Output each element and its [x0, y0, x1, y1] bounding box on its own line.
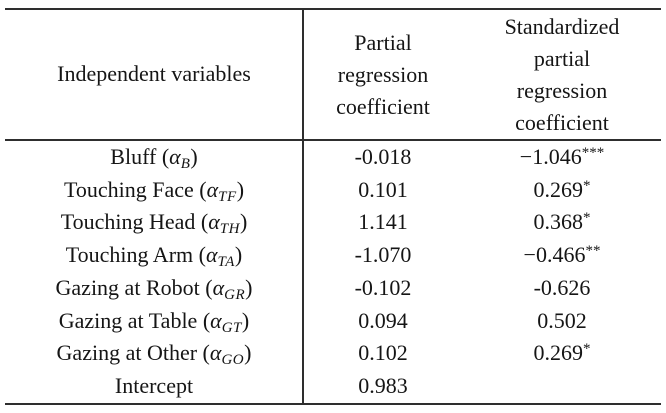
- partial-coefficient-value: -1.070: [354, 242, 412, 268]
- partial-coefficient-value: -0.102: [354, 274, 412, 300]
- partial-coefficient-value: 0.983: [358, 373, 408, 399]
- partial-coefficient-value: 0.094: [358, 307, 408, 333]
- standardized-coefficient-value: −1.046***: [463, 144, 661, 171]
- standardized-coefficient-value: 0.502: [463, 308, 661, 335]
- independent-variable-label: Touching Arm (αTA): [5, 242, 303, 271]
- label-text: ): [244, 340, 252, 366]
- table-header-row: Independent variables Partial regression…: [5, 10, 661, 141]
- standardized-coefficient-value: -0.626: [463, 275, 661, 302]
- table-row-gazing-robot: Gazing at Robot (αGR) -0.102 -0.626: [5, 272, 661, 305]
- header-standardized-partial-regression-coefficient: Standardized partial regression coeffici…: [463, 11, 661, 139]
- value-text: -0.626: [533, 274, 591, 300]
- column-divider-line: [302, 10, 304, 403]
- value-text: 0.368: [533, 209, 584, 235]
- header-partial-regression-coefficient: Partial regression coefficient: [303, 27, 463, 123]
- label-text: ): [239, 209, 248, 235]
- table-row-intercept: Intercept 0.983: [5, 370, 661, 403]
- label-text: ): [245, 274, 253, 300]
- value-text: 0.269: [533, 176, 584, 202]
- header-col1-text: Independent variables: [57, 61, 251, 87]
- header-col2-line: coefficient: [336, 93, 430, 119]
- partial-coefficient-value: -0.018: [354, 143, 412, 169]
- alpha-subscript: GO: [221, 352, 245, 369]
- alpha-symbol: α: [205, 242, 218, 268]
- table-row-gazing-table: Gazing at Table (αGT) 0.094 0.502: [5, 305, 661, 338]
- table-row-touching-head: Touching Head (αTH) 1.141 0.368*: [5, 207, 661, 240]
- label-text: ): [190, 143, 198, 169]
- standardized-coefficient-value: 0.368*: [463, 209, 661, 236]
- value-text: 0.502: [537, 307, 587, 333]
- value-text: −0.466: [523, 242, 586, 268]
- independent-variable-label: Gazing at Other (αGO): [5, 340, 303, 369]
- header-col3-line: coefficient: [515, 109, 609, 135]
- header-independent-variables: Independent variables: [5, 61, 303, 88]
- alpha-subscript: TA: [217, 254, 235, 271]
- table-row-gazing-other: Gazing at Other (αGO) 0.102 0.269*: [5, 338, 661, 371]
- label-text: Touching Head (: [60, 209, 209, 235]
- alpha-symbol: α: [208, 209, 220, 235]
- independent-variable-label: Touching Face (αTF): [5, 176, 303, 205]
- table-row-touching-face: Touching Face (αTF) 0.101 0.269*: [5, 174, 661, 207]
- regression-results-table: Independent variables Partial regression…: [5, 8, 661, 405]
- label-text: ): [236, 176, 245, 202]
- label-text: Touching Face (: [63, 176, 207, 202]
- independent-variable-label: Gazing at Robot (αGR): [5, 274, 303, 303]
- independent-variable-label: Intercept: [5, 373, 303, 400]
- significance-stars: *: [583, 210, 591, 227]
- independent-variable-label: Gazing at Table (αGT): [5, 307, 303, 336]
- alpha-symbol: α: [209, 340, 222, 366]
- table-body: Bluff (αB) -0.018 −1.046*** Touching Fac…: [5, 141, 661, 403]
- partial-coefficient-value: 1.141: [358, 209, 408, 235]
- alpha-symbol: α: [212, 274, 225, 300]
- standardized-coefficient-value: −0.466**: [463, 242, 661, 269]
- standardized-coefficient-value: 0.269*: [463, 177, 661, 204]
- header-col2-line: Partial: [354, 29, 412, 55]
- label-text: Touching Arm (: [65, 242, 206, 268]
- header-col3-line: regression: [516, 77, 608, 103]
- alpha-subscript: TH: [219, 221, 240, 238]
- significance-stars: **: [585, 243, 601, 260]
- table-row-touching-arm: Touching Arm (αTA) -1.070 −0.466**: [5, 239, 661, 272]
- alpha-symbol: α: [206, 176, 219, 202]
- label-text: Gazing at Robot (: [55, 274, 213, 300]
- alpha-subscript: GT: [221, 319, 242, 336]
- alpha-subscript: TF: [218, 188, 237, 205]
- alpha-symbol: α: [210, 307, 222, 333]
- label-text: Bluff (: [110, 143, 170, 169]
- value-text: 0.269: [533, 340, 584, 366]
- significance-stars: *: [583, 341, 591, 358]
- significance-stars: ***: [581, 144, 605, 161]
- label-text: Gazing at Table (: [58, 307, 211, 333]
- header-col3-line: Standardized: [504, 13, 620, 39]
- label-text: Intercept: [114, 373, 194, 399]
- independent-variable-label: Touching Head (αTH): [5, 209, 303, 238]
- label-text: ): [234, 242, 243, 268]
- header-col3-line: partial: [533, 45, 591, 71]
- alpha-symbol: α: [169, 143, 181, 169]
- partial-coefficient-value: 0.102: [358, 340, 408, 366]
- partial-coefficient-value: 0.101: [358, 176, 408, 202]
- value-text: −1.046: [519, 143, 582, 169]
- label-text: Gazing at Other (: [56, 340, 210, 366]
- significance-stars: *: [583, 177, 591, 194]
- table-row-bluff: Bluff (αB) -0.018 −1.046***: [5, 141, 661, 174]
- independent-variable-label: Bluff (αB): [5, 143, 303, 172]
- header-col2-line: regression: [337, 61, 429, 87]
- alpha-subscript: GR: [224, 286, 246, 303]
- label-text: ): [241, 307, 250, 333]
- alpha-subscript: B: [180, 155, 191, 172]
- standardized-coefficient-value: 0.269*: [463, 340, 661, 367]
